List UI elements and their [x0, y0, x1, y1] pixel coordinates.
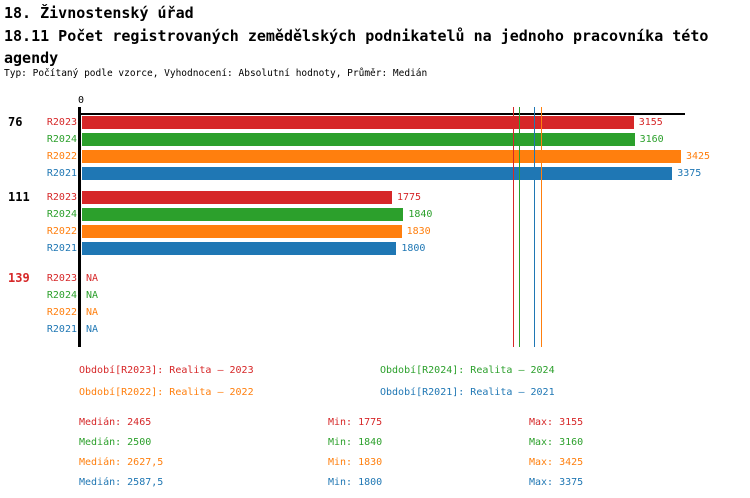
stat-median: Medián: 2500: [79, 437, 152, 448]
stat-min: Min: 1840: [328, 437, 383, 448]
stat-max: Max: 3375: [529, 477, 584, 488]
stat-min: Min: 1830: [328, 457, 383, 468]
stat-median: Medián: 2465: [79, 417, 152, 428]
stat-min: Min: 1775: [328, 417, 383, 428]
series-row-label: R2022: [46, 307, 77, 319]
bar: [82, 167, 673, 181]
bar-value-label: 1800: [401, 243, 426, 255]
x-axis-line: [78, 113, 685, 115]
bar-value-label: 1840: [408, 208, 433, 220]
median-reference-line: [512, 107, 514, 347]
report-title: 18. Živnostenský úřad: [4, 4, 194, 22]
bar: [82, 207, 404, 221]
legend-item: Období[R2022]: Realita – 2022: [79, 387, 254, 398]
x-axis-tick-label: 0: [77, 95, 85, 106]
legend-item: Období[R2023]: Realita – 2023: [79, 365, 254, 376]
stat-max: Max: 3160: [529, 437, 584, 448]
group-label: 76: [8, 115, 23, 129]
group-label: 139: [8, 271, 30, 285]
median-reference-line: [541, 107, 543, 347]
stat-median: Medián: 2627,5: [79, 457, 164, 468]
bar: [82, 132, 635, 146]
bar-na-label: NA: [86, 289, 99, 301]
series-row-label: R2021: [46, 324, 77, 336]
bar-value-label: 3425: [686, 151, 711, 163]
stat-max: Max: 3155: [529, 417, 584, 428]
stat-min: Min: 1800: [328, 477, 383, 488]
bar: [82, 115, 634, 129]
series-row-label: R2021: [46, 243, 77, 255]
bar-na-label: NA: [86, 307, 99, 319]
bar: [82, 242, 397, 256]
bar-value-label: 3155: [638, 116, 663, 128]
series-row-label: R2022: [46, 151, 77, 163]
median-reference-line: [518, 107, 520, 347]
series-row-label: R2024: [46, 289, 77, 301]
stat-max: Max: 3425: [529, 457, 584, 468]
series-row-label: R2023: [46, 191, 77, 203]
report-subtitle: 18.11 Počet registrovaných zemědělských …: [4, 27, 709, 67]
bar-na-label: NA: [86, 324, 99, 336]
legend-item: Období[R2024]: Realita – 2024: [380, 365, 555, 376]
bar-value-label: 3375: [677, 168, 702, 180]
bar: [82, 150, 681, 164]
series-row-label: R2023: [46, 272, 77, 284]
bar: [82, 225, 402, 239]
bar-value-label: 1830: [406, 226, 431, 238]
bar: [82, 190, 392, 204]
bar-value-label: 3160: [639, 133, 664, 145]
series-row-label: R2022: [46, 226, 77, 238]
median-reference-line: [534, 107, 536, 347]
series-row-label: R2024: [46, 133, 77, 145]
legend-item: Období[R2021]: Realita – 2021: [380, 387, 555, 398]
y-axis-line: [78, 107, 81, 347]
bar-na-label: NA: [86, 272, 99, 284]
series-row-label: R2021: [46, 168, 77, 180]
report-type-line: Typ: Počítaný podle vzorce, Vyhodnocení:…: [4, 68, 428, 79]
stat-median: Medián: 2587,5: [79, 477, 164, 488]
series-row-label: R2023: [46, 116, 77, 128]
bar-value-label: 1775: [396, 191, 422, 203]
group-label: 111: [8, 190, 30, 204]
series-row-label: R2024: [46, 208, 77, 220]
